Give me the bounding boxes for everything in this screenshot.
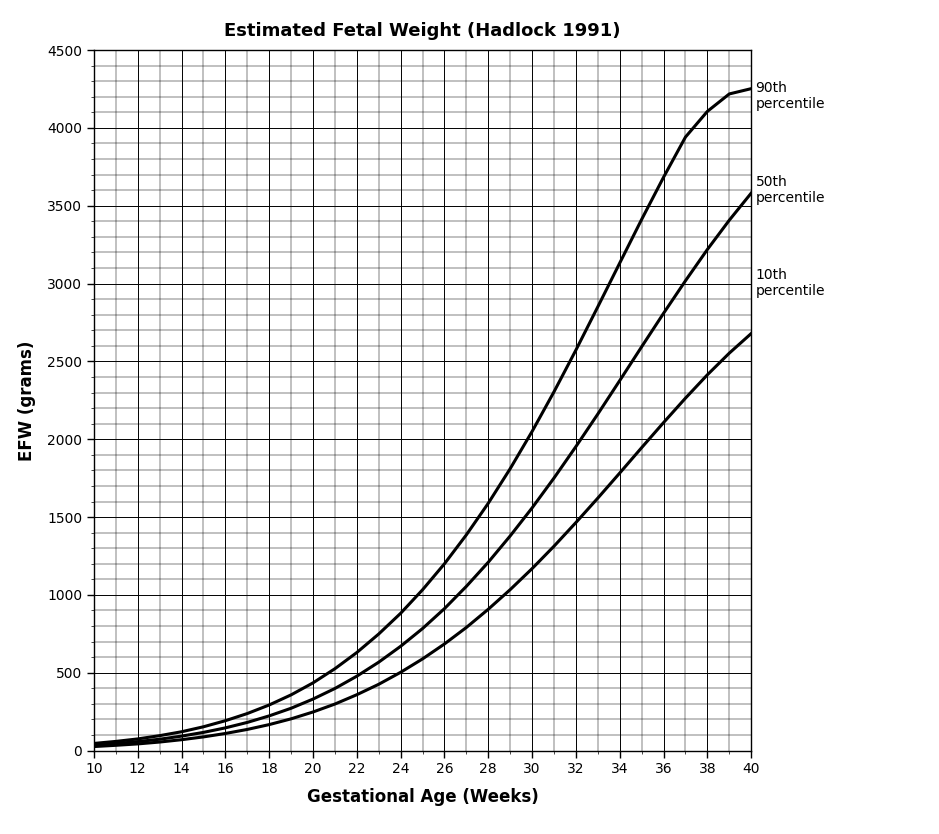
Text: 10th
percentile: 10th percentile bbox=[756, 268, 825, 299]
X-axis label: Gestational Age (Weeks): Gestational Age (Weeks) bbox=[307, 787, 538, 806]
Y-axis label: EFW (grams): EFW (grams) bbox=[18, 340, 36, 460]
Title: Estimated Fetal Weight (Hadlock 1991): Estimated Fetal Weight (Hadlock 1991) bbox=[224, 23, 621, 40]
Text: 90th
percentile: 90th percentile bbox=[756, 81, 825, 112]
Text: 50th
percentile: 50th percentile bbox=[756, 174, 825, 205]
